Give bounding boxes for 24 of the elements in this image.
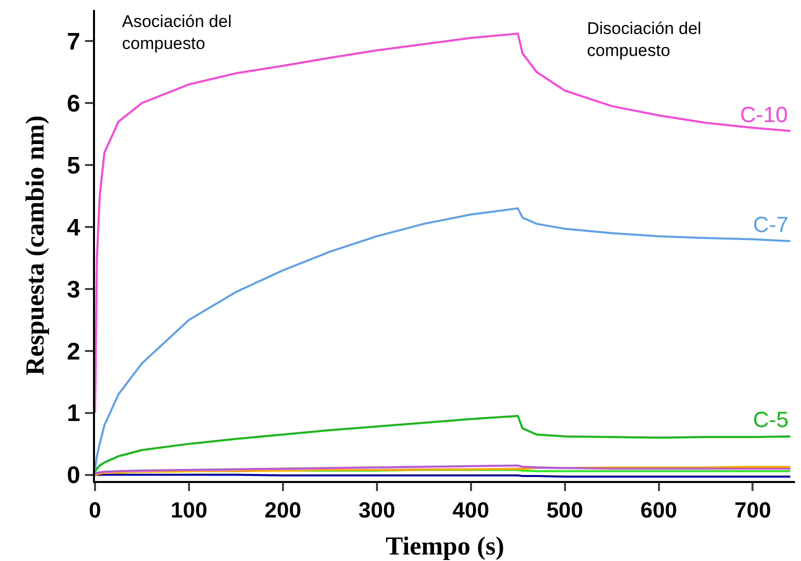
y-tick-label: 4 [66, 214, 81, 242]
x-tick-label: 200 [264, 497, 302, 522]
x-tick-label: 400 [452, 497, 490, 522]
x-tick-label: 700 [734, 497, 772, 522]
y-tick-label: 5 [66, 152, 80, 180]
x-tick-label: 0 [88, 497, 102, 522]
annotation: Disociación del compuesto [587, 19, 702, 60]
series-label: C-7 [753, 212, 788, 237]
y-tick-label: 6 [66, 90, 80, 118]
y-tick-label: 0 [66, 462, 80, 490]
y-tick-label: 1 [66, 400, 80, 428]
x-axis-title: Tiempo (s) [386, 532, 504, 561]
x-tick-label: 500 [546, 497, 584, 522]
x-tick-label: 600 [640, 497, 678, 522]
y-tick-label: 3 [66, 276, 80, 304]
series-label: C-10 [740, 102, 788, 127]
x-tick-label: 300 [358, 497, 396, 522]
x-tick-label: 100 [170, 497, 208, 522]
y-tick-label: 7 [66, 28, 80, 56]
y-tick-label: 2 [66, 338, 80, 366]
series-label: C-5 [753, 407, 788, 432]
annotation: Asociación del compuesto [122, 12, 232, 54]
line-series [95, 207, 792, 470]
y-axis-title: Respuesta (cambio nm) [20, 116, 50, 376]
